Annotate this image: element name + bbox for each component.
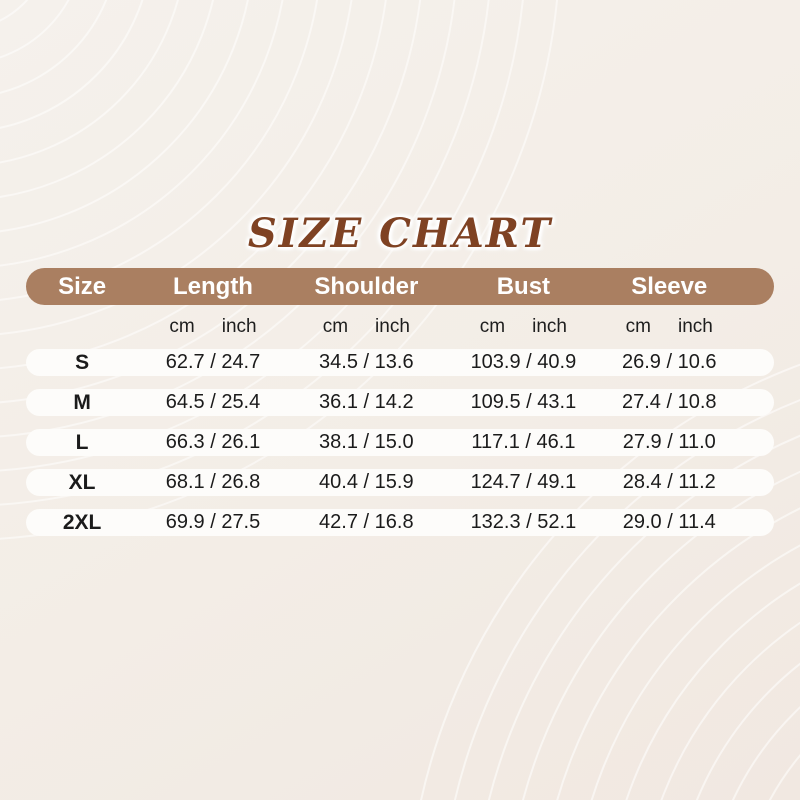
unit-inch-label: inch	[677, 316, 713, 337]
table-row-2xl: 2XL 69.9 / 27.5 42.7 / 16.8 132.3 / 52.1…	[26, 509, 774, 536]
unit-pair-shoulder: cm inch	[288, 316, 445, 338]
unit-pair-sleeve: cm inch	[602, 316, 737, 338]
length-cell: 69.9 / 27.5	[165, 511, 261, 533]
unit-inch-label: inch	[221, 316, 257, 337]
shoulder-cell: 36.1 / 14.2	[319, 391, 414, 413]
size-cell: S	[75, 350, 90, 374]
bust-cell: 109.5 / 43.1	[470, 391, 577, 413]
unit-inch-label: inch	[532, 316, 567, 337]
length-cell: 66.3 / 26.1	[165, 431, 261, 453]
unit-label-row: cm inch cm inch cm inch cm inch	[26, 305, 774, 349]
column-header-size: Size	[58, 272, 107, 300]
sleeve-cell: 27.4 / 10.8	[621, 391, 717, 413]
bust-cell: 103.9 / 40.9	[470, 351, 577, 373]
bust-cell: 117.1 / 46.1	[471, 431, 576, 453]
column-header-sleeve: Sleeve	[631, 272, 708, 300]
page-title: SIZE CHART	[247, 210, 553, 257]
table-row-l: L 66.3 / 26.1 38.1 / 15.0 117.1 / 46.1 2…	[26, 429, 774, 456]
length-cell: 62.7 / 24.7	[165, 351, 261, 373]
sleeve-cell: 27.9 / 11.0	[622, 431, 716, 453]
size-cell: M	[73, 390, 91, 414]
table-row-m: M 64.5 / 25.4 36.1 / 14.2 109.5 / 43.1 2…	[26, 389, 774, 416]
unit-cm-label: cm	[625, 316, 651, 337]
shoulder-cell: 40.4 / 15.9	[319, 471, 414, 493]
column-header-bust: Bust	[496, 272, 551, 300]
size-cell: L	[75, 430, 89, 454]
size-cell: XL	[68, 470, 96, 494]
sleeve-cell: 26.9 / 10.6	[621, 351, 717, 373]
unit-cm-label: cm	[322, 316, 349, 337]
shoulder-cell: 34.5 / 13.6	[319, 351, 414, 373]
unit-pair-bust: cm inch	[445, 316, 602, 338]
column-header-shoulder: Shoulder	[314, 272, 419, 300]
size-chart-table: Size Length Shoulder Bust Sleeve cm inch…	[26, 268, 774, 549]
column-header-length: Length	[172, 272, 253, 300]
table-header-row: Size Length Shoulder Bust Sleeve	[26, 268, 774, 305]
length-cell: 68.1 / 26.8	[165, 471, 261, 493]
shoulder-cell: 38.1 / 15.0	[319, 431, 414, 453]
bust-cell: 124.7 / 49.1	[470, 471, 577, 493]
unit-cm-label: cm	[479, 316, 506, 337]
unit-cm-label: cm	[169, 316, 195, 337]
table-row-xl: XL 68.1 / 26.8 40.4 / 15.9 124.7 / 49.1 …	[26, 469, 774, 496]
shoulder-cell: 42.7 / 16.8	[319, 511, 414, 533]
size-cell: 2XL	[62, 510, 102, 534]
bust-cell: 132.3 / 52.1	[470, 511, 577, 533]
unit-pair-length: cm inch	[138, 316, 288, 338]
sleeve-cell: 28.4 / 11.2	[622, 471, 716, 493]
length-cell: 64.5 / 25.4	[165, 391, 261, 413]
sleeve-cell: 29.0 / 11.4	[622, 511, 716, 533]
unit-inch-label: inch	[375, 316, 410, 337]
table-row-s: S 62.7 / 24.7 34.5 / 13.6 103.9 / 40.9 2…	[26, 349, 774, 376]
